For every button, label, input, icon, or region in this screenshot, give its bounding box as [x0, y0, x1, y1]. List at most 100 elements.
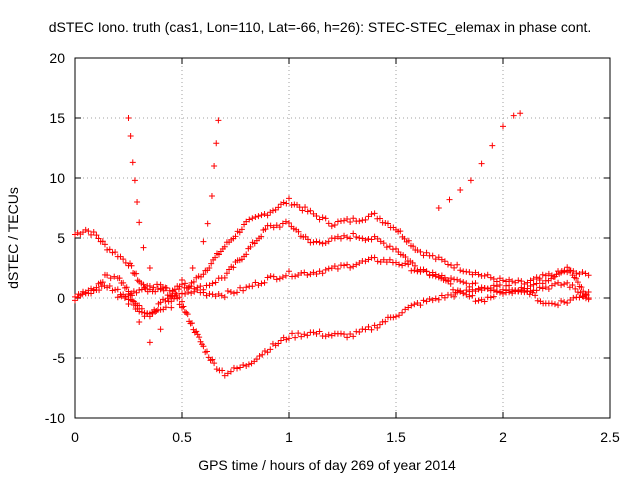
data-point	[368, 211, 375, 218]
data-point	[237, 364, 244, 371]
data-point	[304, 332, 311, 339]
data-point	[322, 240, 329, 247]
data-point	[337, 235, 344, 242]
data-point	[356, 260, 363, 267]
data-point	[212, 254, 219, 261]
data-point	[133, 270, 140, 277]
data-point	[558, 297, 565, 304]
data-point	[209, 291, 216, 298]
data-point	[190, 278, 197, 285]
data-point	[275, 340, 282, 347]
data-point	[316, 268, 323, 275]
series-arc-3	[72, 254, 592, 320]
data-point	[184, 311, 191, 318]
data-point	[310, 269, 317, 276]
data-point	[524, 288, 531, 295]
data-point	[249, 283, 256, 290]
data-point	[496, 275, 503, 282]
data-point	[396, 261, 403, 268]
data-point	[224, 370, 231, 377]
data-point	[120, 279, 127, 286]
data-point	[393, 313, 399, 320]
data-point	[224, 287, 231, 294]
data-point	[171, 286, 178, 293]
data-point	[577, 289, 584, 296]
data-point	[472, 269, 479, 276]
data-point	[150, 284, 157, 291]
data-point	[382, 318, 389, 325]
data-point	[238, 256, 245, 263]
data-point	[365, 256, 372, 263]
data-point	[106, 282, 113, 289]
data-point	[365, 235, 372, 242]
data-point	[573, 275, 580, 282]
data-point	[270, 224, 277, 231]
data-point	[353, 261, 360, 268]
data-point	[93, 232, 100, 239]
data-point	[556, 270, 563, 277]
data-point	[316, 239, 323, 246]
data-point	[249, 215, 256, 222]
data-point	[152, 288, 159, 295]
data-point	[182, 290, 189, 297]
data-point	[506, 282, 513, 289]
data-point	[518, 284, 525, 291]
data-point	[213, 366, 220, 373]
data-point	[490, 293, 497, 300]
data-point	[451, 293, 458, 300]
data-point	[429, 252, 436, 259]
data-point	[448, 275, 455, 282]
data-point	[258, 233, 265, 240]
series-arc-4	[114, 281, 592, 379]
data-point	[484, 271, 491, 278]
data-point	[193, 328, 200, 335]
data-point	[347, 330, 354, 337]
data-point	[246, 216, 253, 223]
data-point	[136, 219, 143, 226]
data-point	[328, 265, 335, 272]
data-point	[496, 282, 503, 289]
data-point	[368, 326, 375, 333]
data-point	[101, 241, 108, 248]
data-point	[247, 243, 254, 250]
data-point	[325, 331, 332, 338]
data-point	[344, 216, 351, 223]
data-point	[405, 261, 412, 268]
data-point	[313, 238, 320, 245]
data-point	[460, 290, 467, 297]
data-point	[521, 289, 528, 296]
y-tick-label: -5	[53, 350, 66, 366]
data-point	[371, 210, 378, 217]
data-point	[310, 329, 317, 336]
data-point	[509, 278, 516, 285]
data-point	[252, 279, 259, 286]
data-point	[542, 284, 549, 291]
data-point	[90, 229, 97, 236]
data-point	[411, 301, 418, 308]
data-point	[238, 226, 245, 233]
data-point	[532, 292, 539, 299]
data-point	[273, 276, 280, 283]
data-point	[376, 215, 383, 222]
data-point	[506, 289, 513, 296]
data-point	[341, 217, 348, 224]
data-point	[515, 288, 522, 295]
data-point	[313, 213, 320, 220]
data-point	[341, 262, 348, 269]
data-point	[564, 300, 571, 306]
data-point	[539, 271, 546, 278]
data-point	[435, 273, 442, 280]
data-point	[130, 301, 137, 308]
data-point	[579, 293, 586, 300]
data-point	[255, 282, 262, 289]
data-point	[215, 117, 222, 124]
data-point	[561, 298, 568, 305]
data-point	[582, 291, 589, 298]
data-point	[490, 282, 497, 289]
data-point	[365, 213, 372, 220]
data-point	[85, 228, 92, 235]
data-point	[208, 193, 215, 199]
data-point	[298, 333, 305, 340]
data-point	[496, 288, 503, 295]
data-point	[140, 281, 147, 288]
